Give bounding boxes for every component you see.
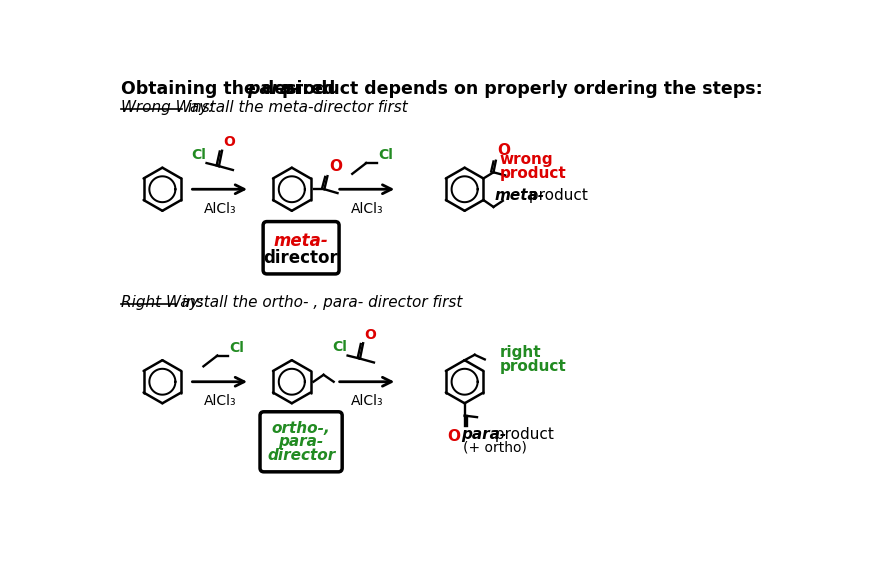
Text: para-: para- <box>461 427 506 442</box>
Text: Obtaining the desired: Obtaining the desired <box>121 80 341 98</box>
Text: install the ortho- , para- director first: install the ortho- , para- director firs… <box>177 295 462 310</box>
Text: product: product <box>490 427 554 442</box>
Text: meta-: meta- <box>494 188 544 203</box>
Text: product: product <box>524 188 588 203</box>
Text: AlCl₃: AlCl₃ <box>350 394 383 408</box>
Text: product: product <box>499 359 566 374</box>
FancyBboxPatch shape <box>260 412 342 472</box>
Text: product depends on properly ordering the steps:: product depends on properly ordering the… <box>276 80 763 98</box>
Text: install the meta-director first: install the meta-director first <box>184 100 408 115</box>
Text: meta-: meta- <box>273 232 329 250</box>
Text: AlCl₃: AlCl₃ <box>350 202 383 215</box>
Text: AlCl₃: AlCl₃ <box>203 394 236 408</box>
Text: para-: para- <box>279 434 323 449</box>
Text: Wrong Way:: Wrong Way: <box>121 100 213 115</box>
Text: O: O <box>329 159 342 174</box>
Text: wrong: wrong <box>499 153 553 168</box>
Text: ortho-,: ortho-, <box>271 420 331 435</box>
Text: Cl: Cl <box>378 148 392 162</box>
Text: Cl: Cl <box>191 147 206 161</box>
Text: right: right <box>499 345 541 360</box>
Text: para-: para- <box>247 80 298 98</box>
Text: O: O <box>224 135 236 149</box>
Text: AlCl₃: AlCl₃ <box>203 202 236 215</box>
Text: O: O <box>497 143 511 158</box>
Text: O: O <box>365 328 376 342</box>
Text: Cl: Cl <box>229 341 244 355</box>
Text: director: director <box>267 448 335 463</box>
Text: director: director <box>263 249 339 267</box>
FancyBboxPatch shape <box>263 222 339 274</box>
Text: Cl: Cl <box>332 340 347 354</box>
Text: product: product <box>499 166 566 181</box>
Text: O: O <box>448 429 461 444</box>
Text: Right Way:: Right Way: <box>121 295 204 310</box>
Text: (+ ortho): (+ ortho) <box>463 440 527 454</box>
